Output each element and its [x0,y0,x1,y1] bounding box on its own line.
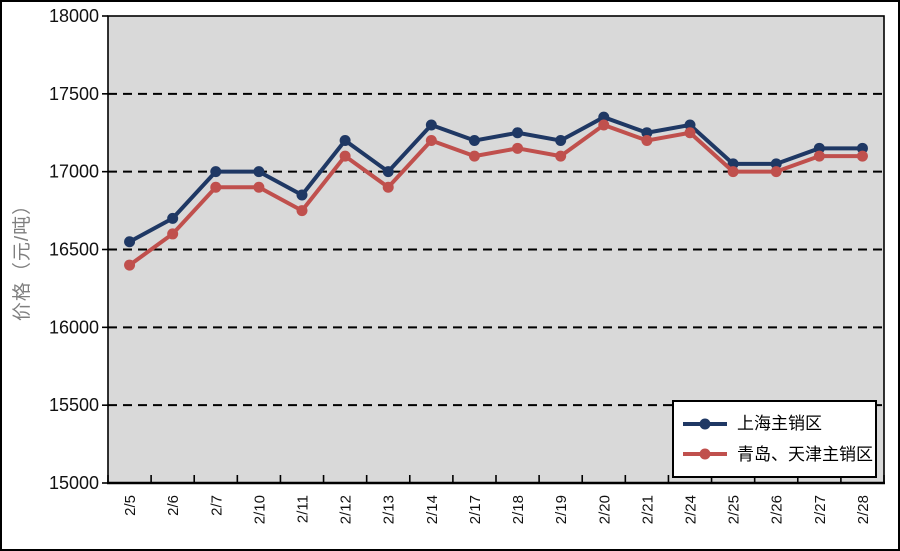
legend-item-qingdao-tianjin: 青岛、天津主销区 [682,446,875,463]
data-point-1 [382,181,394,193]
y-axis-tick-label: 18000 [49,6,99,26]
data-point-1 [425,135,437,147]
legend-line-marker-icon [683,448,727,460]
data-point-0 [598,111,610,123]
data-point-1 [727,166,739,178]
legend-line-marker-icon [683,418,727,430]
data-point-0 [684,119,696,131]
data-point-0 [856,142,868,154]
data-point-0 [296,189,308,201]
x-axis-tick-label: 2/26 [769,495,786,524]
data-point-1 [296,205,308,217]
series-line-0 [127,115,865,244]
data-point-0 [512,127,524,139]
data-point-1 [468,150,480,162]
x-axis-tick-label: 2/5 [122,495,139,516]
x-axis-tick-label: 2/6 [165,495,182,516]
x-axis-tick-label: 2/18 [510,495,527,524]
data-point-1 [210,181,222,193]
data-point-0 [210,166,222,178]
data-point-0 [555,135,567,147]
y-axis-tick-label: 16000 [49,317,99,337]
x-axis-tick-label: 2/12 [338,495,355,524]
y-axis-tick-label: 16500 [49,240,99,260]
x-axis-tick-label: 2/27 [812,495,829,524]
data-point-0 [253,166,265,178]
y-axis-title: 价格（元/吨） [11,195,33,321]
x-axis-tick-label: 2/14 [424,495,441,524]
y-axis-tick-label: 17000 [49,162,99,182]
x-axis-tick-label: 2/17 [467,495,484,524]
legend-item-shanghai: 上海主销区 [682,415,875,432]
data-point-1 [167,228,179,240]
x-axis-tick-label: 2/11 [295,495,312,523]
x-axis-tick-label: 2/24 [683,495,700,524]
data-point-1 [813,150,825,162]
data-point-0 [339,135,351,147]
data-point-0 [382,166,394,178]
x-axis-tick-label: 2/10 [251,495,268,524]
legend-label-shanghai: 上海主销区 [737,414,822,434]
data-point-1 [512,142,524,154]
data-point-1 [856,150,868,162]
data-point-0 [468,135,480,147]
data-point-0 [813,142,825,154]
data-point-0 [124,236,136,248]
x-axis-tick-label: 2/25 [726,495,743,524]
data-point-1 [684,127,696,139]
series-line-1 [127,122,865,268]
x-axis-tick-label: 2/19 [553,495,570,524]
x-axis-tick-label: 2/13 [381,495,398,524]
data-point-1 [339,150,351,162]
x-axis-tick-label: 2/28 [855,495,872,524]
data-point-1 [641,135,653,147]
data-point-1 [253,181,265,193]
data-point-1 [555,150,567,162]
data-point-0 [641,127,653,139]
data-point-0 [425,119,437,131]
x-axis-tick-label: 2/20 [596,495,613,524]
data-point-0 [770,158,782,170]
x-axis-tick-label: 2/21 [639,495,656,524]
y-axis-tick-label: 15000 [49,473,99,493]
y-axis-tick-label: 17500 [49,84,99,104]
legend-label-qingdao-tianjin: 青岛、天津主销区 [737,444,873,464]
legend: 上海主销区 青岛、天津主销区 [672,400,877,478]
y-axis-tick-label: 15500 [49,395,99,415]
data-point-1 [598,119,610,131]
data-point-0 [167,212,179,224]
data-point-1 [770,166,782,178]
data-point-1 [124,259,136,271]
x-axis-tick-label: 2/7 [208,495,225,516]
